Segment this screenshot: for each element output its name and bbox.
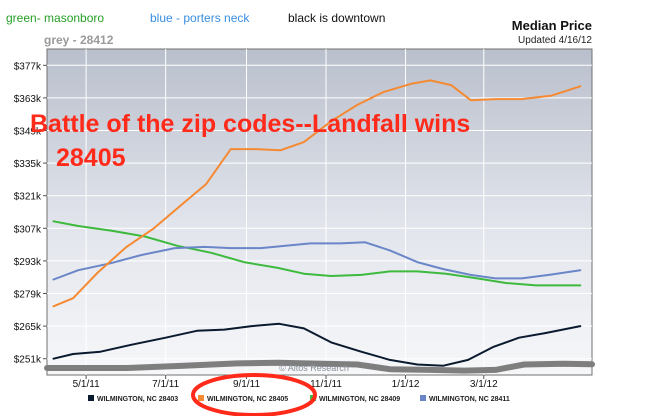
caption-green: green- masonboro xyxy=(6,11,104,25)
series-group xyxy=(44,79,595,374)
y-tick-label: $349k xyxy=(14,127,42,138)
x-tick-label: 7/1/11 xyxy=(152,379,179,390)
legend-swatch xyxy=(420,395,426,401)
altos-watermark: © Altos Research xyxy=(279,363,349,373)
series-line-28411 xyxy=(52,241,582,281)
annotation-line-2: 28405 xyxy=(56,144,126,172)
plot-area xyxy=(46,48,593,376)
legend-swatch xyxy=(88,395,94,401)
y-tick-label: $377k xyxy=(14,61,42,72)
caption-grey: grey - 28412 xyxy=(44,33,114,47)
y-tick-label: $307k xyxy=(14,224,42,235)
series-line-28405 xyxy=(52,79,582,308)
legend: WILMINGTON, NC 28403 WILMINGTON, NC 28405… xyxy=(88,395,510,403)
highlight-circle xyxy=(191,373,317,416)
y-tick-label: $335k xyxy=(14,159,42,170)
annotation-line-1: Battle of the zip codes--Landfall wins xyxy=(30,110,470,138)
x-tick-label: 5/1/11 xyxy=(73,379,100,390)
y-tick-label: $293k xyxy=(14,257,42,268)
y-tick-label: $363k xyxy=(14,94,42,105)
legend-label: WILMINGTON, NC 28403 xyxy=(97,396,178,403)
x-tick-label: 9/1/11 xyxy=(233,379,260,390)
chart-title: Median Price xyxy=(512,18,592,33)
series-line-28403 xyxy=(52,322,582,367)
caption-black: black is downtown xyxy=(288,11,385,25)
legend-label: WILMINGTON, NC 28405 xyxy=(207,396,288,403)
caption-blue: blue - porters neck xyxy=(150,11,250,25)
series-line-28409 xyxy=(52,220,582,287)
y-tick-label: $321k xyxy=(14,192,42,203)
legend-label: WILMINGTON, NC 28409 xyxy=(319,396,400,403)
x-tick-label: 1/1/12 xyxy=(392,379,420,390)
x-tick-label: 11/1/11 xyxy=(310,379,342,390)
grid-lines xyxy=(47,49,592,375)
x-tick-label: 3/1/12 xyxy=(470,379,498,390)
y-tick-label: $279k xyxy=(14,290,42,301)
y-tick-label: $265k xyxy=(14,322,42,333)
legend-label: WILMINGTON, NC 28411 xyxy=(429,396,510,403)
chart-subtitle: Updated 4/16/12 xyxy=(518,35,592,46)
y-axis: $251k $265k $279k $293k $307k $321k $335k $349k… xyxy=(14,61,47,366)
series-line-grey xyxy=(44,359,595,374)
legend-swatch xyxy=(198,395,204,401)
y-tick-label: $251k xyxy=(14,355,42,366)
